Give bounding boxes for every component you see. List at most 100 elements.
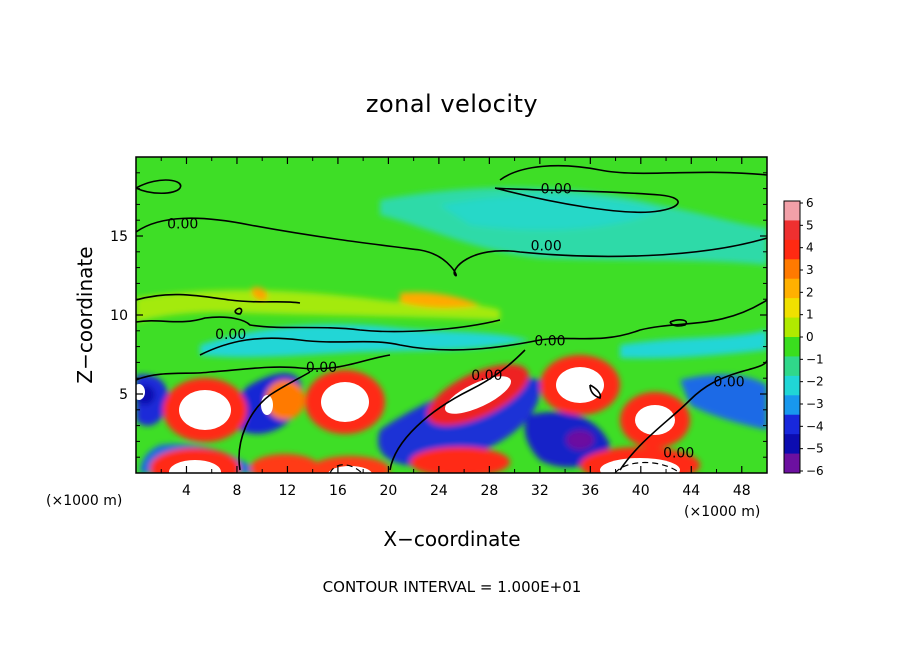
contour-mid-2 [199, 299, 767, 356]
colorbar-swatch [784, 414, 800, 435]
mid-orange-patch [400, 292, 480, 308]
contour-label: 0.00 [531, 238, 562, 254]
dashed-contour-2 [614, 461, 681, 473]
colorbar-tick-label: 5 [806, 218, 814, 232]
contour-label: 0.00 [215, 327, 246, 343]
contour-lower-wave [136, 354, 391, 381]
colorbar-swatch [784, 453, 800, 474]
right-blue-region [680, 374, 767, 430]
contour-small-2 [234, 307, 243, 315]
white-core-1 [179, 390, 231, 430]
white-core-4 [556, 367, 604, 403]
dashed-contours [329, 461, 681, 473]
colorbar-tick-label: −4 [806, 419, 824, 433]
colorbar-swatch [784, 239, 800, 260]
purple-cell-1 [566, 430, 594, 450]
contour-label: 0.00 [541, 182, 572, 198]
colorbar-swatch [784, 375, 800, 396]
colorbar: 6 5 4 3 2 1 0 −1 −2 −3 −4 −5 −6 [783, 196, 824, 478]
contour-label: 0.00 [534, 333, 565, 349]
lower-cyan-band-2 [620, 330, 767, 359]
red-cell-8 [250, 454, 320, 473]
y-tick-label: 15 [110, 229, 128, 245]
contour-right [619, 359, 767, 471]
colorbar-tick-label: 6 [806, 196, 814, 210]
white-core-5 [635, 405, 675, 435]
colorbar-tick-label: 2 [806, 285, 814, 299]
white-core-6 [169, 460, 221, 473]
colorbar-tick-label: −2 [806, 375, 824, 389]
contour-mid [136, 316, 501, 333]
contour-upper-closed [494, 187, 679, 214]
colorbar-tick-label: −5 [806, 442, 824, 456]
saturated-cores [136, 367, 680, 473]
colorbar-swatch [784, 298, 800, 319]
colorbar-tick-label: −6 [806, 464, 824, 478]
chart-title: zonal velocity [366, 90, 538, 118]
red-cell-10 [310, 456, 390, 473]
y-axis-ticks: 5 10 15 [110, 172, 767, 458]
colorbar-swatch [784, 259, 800, 280]
x-tick-label: 4 [182, 483, 191, 499]
colorbar-swatch [784, 395, 800, 416]
contour-label: 0.00 [167, 216, 198, 232]
upper-cyan-core [440, 195, 660, 230]
colorbar-swatch [784, 434, 800, 455]
x-tick-label: 12 [279, 483, 297, 499]
y-axis-title: Z−coordinate [73, 246, 97, 383]
contour-small-1 [589, 384, 602, 399]
contour-top [499, 164, 767, 181]
colorbar-swatch [784, 317, 800, 338]
red-cell-3 [265, 380, 305, 420]
colorbar-tick-label: 3 [806, 263, 814, 277]
x-unit-label-left: (×1000 m) [46, 493, 122, 509]
x-tick-label: 44 [682, 483, 700, 499]
colorbar-swatch [784, 220, 800, 241]
x-tick-label: 48 [733, 483, 751, 499]
x-unit-label-right: (×1000 m) [684, 504, 760, 520]
colorbar-swatch [784, 356, 800, 377]
contour-label: 0.00 [306, 360, 337, 376]
contour-upper-left [136, 179, 182, 195]
colorbar-tick-label: 0 [806, 330, 814, 344]
contour-label: 0.00 [471, 368, 502, 384]
heatmap-field: 0.00 0.00 0.00 0.00 0.00 0.00 0.00 0.00 0.00 [136, 157, 767, 473]
contour-cell-row-2 [389, 349, 526, 471]
contour-upper-wave [136, 217, 767, 277]
contour-small-3 [669, 319, 688, 327]
y-tick-label: 5 [119, 387, 128, 403]
white-core-10 [136, 384, 145, 400]
x-tick-label: 16 [329, 483, 347, 499]
contour-interval-label: CONTOUR INTERVAL = 1.000E+01 [323, 578, 582, 596]
contour-label: 0.00 [714, 374, 745, 390]
dashed-contour-1 [329, 464, 363, 473]
x-tick-label: 28 [480, 483, 498, 499]
contour-lines [136, 164, 767, 471]
white-core-8 [328, 466, 372, 473]
contour-mid-upper [136, 293, 301, 304]
contour-label: 0.00 [663, 445, 694, 461]
colorbar-tick-label: −1 [806, 352, 824, 366]
mid-orange-patch-2 [251, 287, 268, 301]
colorbar-tick-label: 4 [806, 241, 814, 255]
x-tick-label: 40 [632, 483, 650, 499]
white-core-2 [321, 382, 369, 422]
colorbar-swatch [784, 278, 800, 299]
colorbar-tick-label: −3 [806, 397, 824, 411]
x-axis-ticks: 4 8 12 16 20 24 28 32 36 40 44 48 [160, 157, 751, 499]
white-core-3 [444, 376, 512, 414]
x-tick-label: 32 [531, 483, 549, 499]
mid-positive-band [136, 290, 500, 322]
x-tick-label: 20 [379, 483, 397, 499]
white-core-7 [600, 458, 680, 473]
colorbar-swatch [784, 201, 800, 221]
contour-cell-row [238, 371, 311, 471]
y-tick-label: 10 [110, 308, 128, 324]
lower-cyan-band [200, 324, 530, 358]
x-tick-label: 36 [581, 483, 599, 499]
x-tick-label: 24 [430, 483, 448, 499]
red-cell-9 [410, 447, 510, 473]
x-tick-label: 8 [232, 483, 241, 499]
colorbar-swatch [784, 337, 800, 357]
